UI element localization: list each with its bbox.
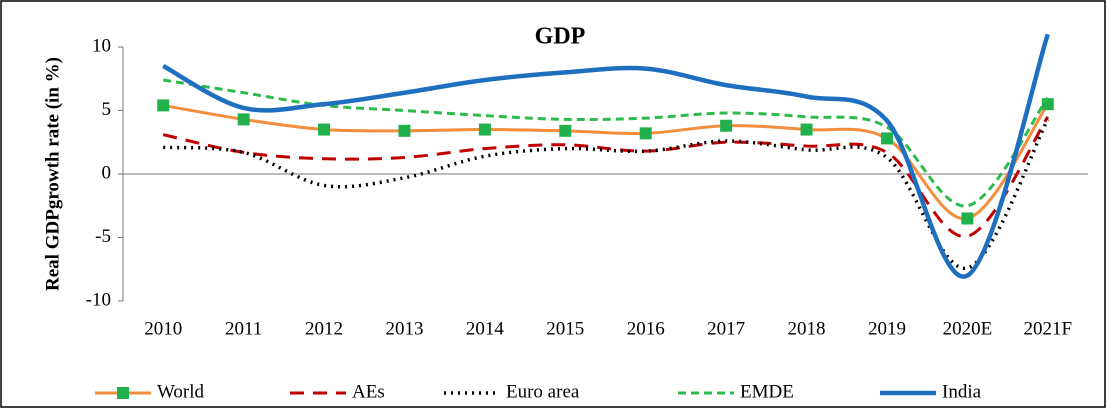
legend-label: Euro area xyxy=(506,381,580,402)
y-tick-label: 0 xyxy=(102,162,112,183)
x-tick-label: 2011 xyxy=(225,318,262,339)
series-line xyxy=(162,103,1050,220)
y-tick-label: 5 xyxy=(102,99,112,120)
series-marker xyxy=(800,123,813,136)
series-marker xyxy=(237,113,250,126)
series-marker xyxy=(157,99,170,112)
legend-label: India xyxy=(942,381,982,402)
x-tick-label: 2020E xyxy=(943,318,993,339)
y-tick-label: -5 xyxy=(95,226,111,247)
x-tick-label: 2021F xyxy=(1024,318,1073,339)
x-tick-label: 2010 xyxy=(144,318,182,339)
series-marker xyxy=(720,119,733,132)
legend-label: AEs xyxy=(352,381,385,402)
series-line xyxy=(162,78,1049,208)
x-tick-label: 2019 xyxy=(868,318,906,339)
x-tick-label: 2012 xyxy=(305,318,343,339)
legend-label: World xyxy=(157,381,205,402)
chart-title: GDP xyxy=(535,24,586,50)
series-marker xyxy=(318,123,331,136)
series-marker xyxy=(880,132,893,145)
x-tick-label: 2016 xyxy=(627,318,665,339)
legend-marker xyxy=(117,387,129,399)
x-tick-label: 2015 xyxy=(546,318,584,339)
y-tick-label: 10 xyxy=(92,35,111,56)
series-marker xyxy=(639,127,652,140)
legend-label: EMDE xyxy=(740,381,794,402)
x-tick-label: 2014 xyxy=(466,318,505,339)
series-marker xyxy=(478,123,491,136)
y-tick-label: -10 xyxy=(86,289,111,310)
series-marker xyxy=(961,212,974,225)
x-tick-label: 2013 xyxy=(385,318,423,339)
y-axis-title: Real GDPgrowth rate (in %) xyxy=(42,57,63,291)
x-tick-label: 2017 xyxy=(707,318,745,339)
series-line xyxy=(162,116,1050,238)
x-tick-label: 2018 xyxy=(788,318,826,339)
series-marker xyxy=(559,124,572,137)
series-marker xyxy=(398,124,411,137)
series-line xyxy=(162,33,1050,279)
